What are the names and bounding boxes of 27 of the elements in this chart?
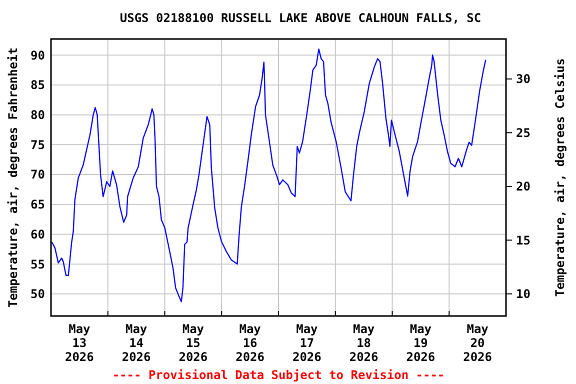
y-tick-label: 50: [30, 287, 45, 302]
y2-tick-label: 10: [516, 287, 530, 302]
y-axis-title: Temperature, air, degrees Fahrenheit: [6, 47, 20, 308]
y-tick-label: 85: [30, 78, 45, 92]
y-tick-label: 65: [30, 198, 45, 212]
y-tick-label: 75: [30, 138, 45, 152]
x-tick-label: May 20 2026: [463, 322, 492, 364]
y-tick-label: 90: [30, 48, 45, 62]
y2-tick-label: 20: [516, 180, 530, 194]
y-tick-label: 55: [30, 257, 45, 272]
y-tick-label: 80: [30, 108, 45, 122]
x-tick-label: May 15 2026: [178, 322, 208, 364]
y2-tick-label: 30: [516, 72, 530, 86]
chart-title: USGS 02188100 RUSSELL LAKE ABOVE CALHOUN FALLS, SC: [120, 11, 482, 25]
x-tick-label: May 14 2026: [122, 322, 151, 364]
text: ---- Provisional Data Subject to Revision ----: [112, 368, 445, 382]
x-tick-label: May 13 2026: [64, 322, 94, 364]
line-series: [51, 48, 486, 302]
y-tick-label: 60: [30, 227, 45, 242]
y2-tick-label: 15: [516, 233, 530, 248]
x-tick-label: May 17 2026: [292, 322, 322, 364]
y2-axis-title: Temperature, air, degrees Celsius: [553, 58, 567, 297]
y2-tick-label: 25: [516, 126, 530, 140]
x-tick-label: May 19 2026: [406, 322, 436, 364]
y-tick-label: 70: [30, 168, 45, 182]
x-tick-label: May 16 2026: [236, 322, 265, 364]
x-tick-label: May 18 2026: [349, 322, 378, 364]
